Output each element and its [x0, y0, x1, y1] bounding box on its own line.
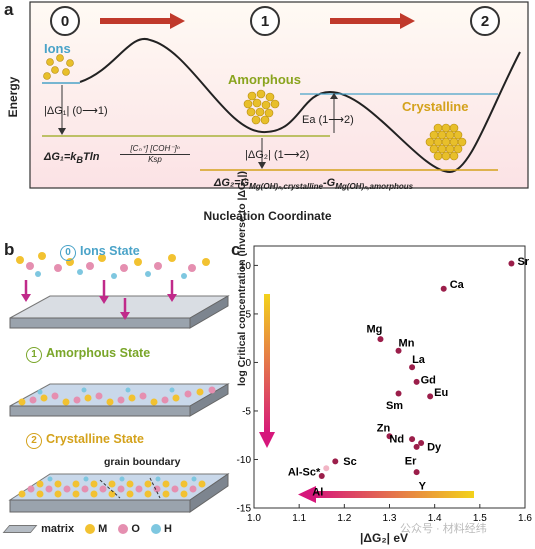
point-label: Ca	[450, 279, 465, 291]
data-point-sc	[332, 458, 339, 465]
o-dot-icon	[118, 524, 129, 535]
dg2-label: |ΔG₂| (1⟶2)	[245, 149, 310, 161]
point-label: Sc	[343, 456, 356, 468]
eq1-fraction: [Cₙ⁺] [COH⁻]ⁿ Ksp	[120, 144, 190, 164]
x-tick-label: 1.5	[473, 513, 487, 524]
data-point-mn	[395, 347, 402, 354]
point-label: Zn	[377, 423, 391, 435]
x-tick-label: 1.2	[337, 513, 351, 524]
watermark: 公众号 · 材料经纬	[400, 523, 487, 535]
data-point-y	[413, 469, 420, 476]
amorphous-cluster-icon	[243, 89, 280, 125]
stage-arrow-2	[330, 13, 415, 29]
matrix-swatch-icon	[2, 525, 38, 534]
y-tick-label: -10	[237, 455, 252, 466]
grain-boundary-lines	[99, 477, 161, 499]
data-point-sr	[508, 260, 515, 267]
x-tick-label: 1.4	[428, 513, 442, 524]
point-label: Al	[312, 486, 323, 498]
ions-state-title: 0 Ions State	[60, 244, 140, 261]
data-point-sm	[395, 390, 402, 397]
crystalline-cluster-icon	[425, 123, 467, 161]
energy-curve	[79, 37, 521, 174]
x-tick-label: 1.6	[518, 513, 532, 524]
panel-a-letter: a	[4, 0, 14, 19]
data-point-mg	[377, 336, 384, 343]
m-dot-icon	[85, 524, 96, 535]
trend-arrow-vertical	[259, 294, 275, 448]
point-label: Nd	[389, 434, 404, 446]
y-tick-label: 0	[245, 358, 251, 369]
point-label: Gd	[421, 374, 436, 386]
point-label: Eu	[434, 387, 448, 399]
y-tick-label: 10	[240, 261, 252, 272]
point-label: Mg	[367, 324, 383, 336]
stage-badge-1: 1	[250, 6, 280, 36]
data-point-eu	[427, 393, 434, 400]
crystalline-label: Crystalline	[402, 99, 469, 114]
panel-c-ylabel: log Critical concentration (inverse to |…	[236, 171, 248, 386]
data-point-ca	[440, 285, 447, 292]
stage-badge-0: 0	[50, 6, 80, 36]
point-label: Er	[405, 455, 417, 467]
data-point-la	[409, 364, 416, 371]
y-tick-label: -15	[237, 504, 252, 515]
ions-label: Ions	[44, 41, 71, 56]
point-label: Al-Sc*	[288, 467, 321, 479]
data-point-er	[413, 443, 420, 450]
panel-c-chart: 1.0 1.1 1.2 1.3 1.4 1.5 1.6 -15 -10 -5 0 5 10 Sr Ca Mg…	[237, 245, 532, 524]
point-label: Sm	[386, 400, 403, 412]
data-point-zn	[386, 433, 393, 440]
data-point-dy	[418, 439, 425, 446]
h-dot-icon	[151, 524, 162, 535]
data-point-gd	[413, 378, 420, 385]
crystalline-state-slab	[8, 473, 230, 513]
ions-state-slab	[9, 252, 230, 329]
point-label: Dy	[427, 441, 442, 453]
stage-badge-2: 2	[470, 6, 500, 36]
point-label: Mn	[399, 337, 415, 349]
panel-b-diagram	[8, 252, 230, 513]
eq2: ΔG₂=GMg(OH)ₙ,crystalline-GMg(OH)ₙ,amorph…	[214, 177, 414, 192]
crystalline-state-title: 2 Crystalline State	[26, 432, 144, 449]
dg1-label: |ΔG₁| (0⟶1)	[44, 105, 108, 117]
stage-arrow-1	[100, 13, 185, 29]
point-label: Sr	[517, 256, 529, 268]
panel-c-xlabel: |ΔG₂| eV	[360, 531, 409, 545]
x-tick-label: 1.3	[383, 513, 397, 524]
energy-axis-label: Energy	[6, 76, 20, 118]
eq1: ΔG₁=kBTln	[44, 151, 100, 166]
point-label: La	[412, 354, 426, 366]
panel-a-diagram	[29, 1, 529, 189]
nucleation-axis-label: Nucleation Coordinate	[203, 209, 332, 223]
data-point-al	[318, 472, 325, 479]
panel-b-letter: b	[4, 240, 15, 259]
panel-c-letter: c	[231, 240, 241, 259]
panel-b-legend: matrix M O H	[2, 523, 172, 535]
amorphous-state-slab	[9, 383, 230, 417]
x-tick-label: 1.0	[247, 513, 261, 524]
y-tick-label: 5	[245, 309, 251, 320]
data-point-al-sc-	[323, 465, 330, 472]
amorphous-state-title: 1 Amorphous State	[26, 346, 150, 363]
ions-cluster-icon	[43, 54, 74, 80]
y-tick-label: -5	[242, 406, 251, 417]
ea-label: Ea (1⟶2)	[302, 114, 354, 126]
amorphous-label: Amorphous	[228, 72, 301, 87]
trend-arrow-horizontal	[298, 486, 474, 503]
x-tick-label: 1.1	[292, 513, 306, 524]
grain-boundary-label: grain boundary	[104, 456, 181, 468]
data-point-nd	[409, 436, 416, 443]
point-label: Y	[419, 481, 427, 493]
